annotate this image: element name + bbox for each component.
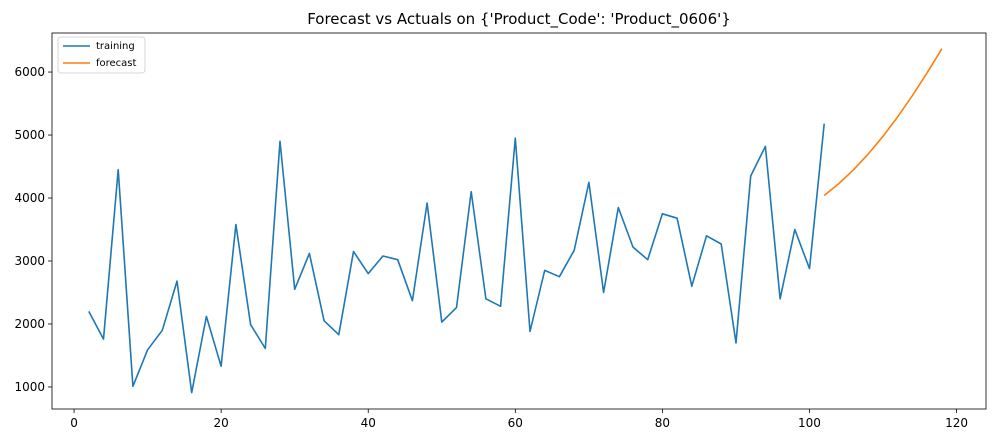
x-tick-label: 120	[945, 416, 968, 430]
x-tick-label: 80	[655, 416, 670, 430]
series-line-forecast	[823, 48, 943, 197]
chart-title: Forecast vs Actuals on {'Product_Code': …	[307, 10, 731, 29]
y-tick-label: 1000	[14, 380, 45, 394]
plot-area	[51, 32, 987, 410]
legend-label-forecast: forecast	[96, 58, 137, 69]
series-line-training	[88, 123, 825, 394]
y-tick-label: 6000	[14, 65, 45, 79]
y-tick-label: 5000	[14, 128, 45, 142]
x-tick-label: 0	[70, 416, 78, 430]
y-tick-label: 3000	[14, 254, 45, 268]
legend-label-training: training	[96, 41, 135, 52]
y-tick-label: 4000	[14, 191, 45, 205]
x-tick-label: 20	[214, 416, 229, 430]
x-axis: 0 20 40 60 80 100 120	[70, 409, 968, 430]
x-tick-label: 40	[361, 416, 376, 430]
series-layer	[88, 48, 943, 394]
x-tick-label: 100	[798, 416, 821, 430]
legend: training forecast	[57, 36, 146, 74]
y-axis: 1000 2000 3000 4000 5000 6000	[14, 65, 52, 394]
x-tick-label: 60	[508, 416, 523, 430]
y-tick-label: 2000	[14, 317, 45, 331]
